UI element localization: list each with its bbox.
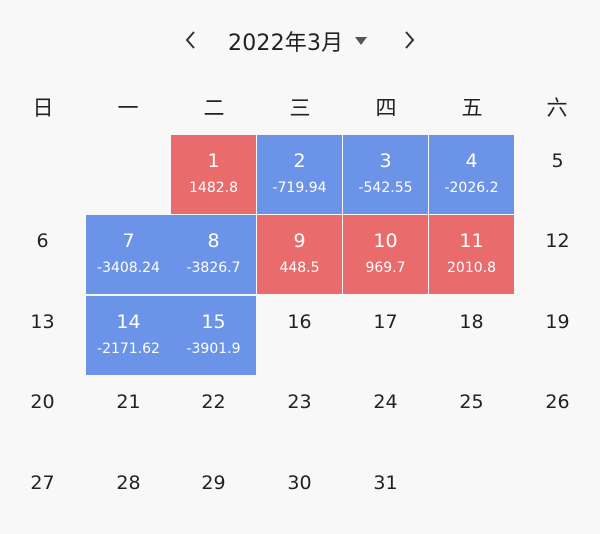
chevron-left-icon xyxy=(185,31,195,49)
day-amount: 2010.8 xyxy=(447,260,496,276)
weekday-wed: 三 xyxy=(289,96,311,120)
day-number: 16 xyxy=(287,311,312,333)
day-cell[interactable]: 13 xyxy=(0,296,85,375)
day-cell[interactable]: 16 xyxy=(257,296,342,375)
day-cell[interactable]: 19 xyxy=(515,296,600,375)
day-number: 17 xyxy=(373,311,398,333)
day-number: 31 xyxy=(373,472,398,494)
day-cell[interactable]: 6 xyxy=(0,215,85,294)
day-number: 8 xyxy=(207,230,220,252)
day-number: 19 xyxy=(545,311,570,333)
day-amount: -2171.62 xyxy=(97,341,160,357)
calendar-grid: 1 1482.8 2 -719.94 3 -542.55 4 -2026.2 5 6 7 -3408.… xyxy=(0,135,600,534)
day-number: 26 xyxy=(545,391,570,413)
day-number: 20 xyxy=(30,391,55,413)
day-number: 3 xyxy=(379,150,392,172)
day-cell[interactable]: 22 xyxy=(171,376,256,455)
day-cell[interactable]: 28 xyxy=(86,457,171,534)
day-cell[interactable]: 20 xyxy=(0,376,85,455)
day-amount: -719.94 xyxy=(272,180,327,196)
day-cell[interactable]: 9 448.5 xyxy=(257,215,342,294)
day-cell[interactable]: 26 xyxy=(515,376,600,455)
day-number: 5 xyxy=(551,150,564,172)
day-cell[interactable]: 12 xyxy=(515,215,600,294)
day-amount: -3408.24 xyxy=(97,260,160,276)
day-cell[interactable]: 27 xyxy=(0,457,85,534)
day-number: 13 xyxy=(30,311,55,333)
day-number: 12 xyxy=(545,230,570,252)
weekday-mon: 一 xyxy=(117,96,139,120)
day-cell[interactable]: 31 xyxy=(343,457,428,534)
day-cell[interactable]: 10 969.7 xyxy=(343,215,428,294)
weekday-header-row: 日 一 二 三 四 五 六 xyxy=(0,86,600,128)
day-number: 25 xyxy=(459,391,484,413)
day-cell[interactable]: 30 xyxy=(257,457,342,534)
day-cell[interactable]: 7 -3408.24 xyxy=(86,215,171,294)
day-amount: -542.55 xyxy=(358,180,413,196)
day-cell[interactable]: 23 xyxy=(257,376,342,455)
day-number: 27 xyxy=(30,472,55,494)
day-cell[interactable]: 29 xyxy=(171,457,256,534)
day-amount: 448.5 xyxy=(279,260,320,276)
month-title: 2022年3月 xyxy=(228,31,344,56)
weekday-tue: 二 xyxy=(203,96,225,120)
weekday-thu: 四 xyxy=(375,96,397,120)
day-number: 14 xyxy=(116,311,141,333)
month-picker[interactable]: 2022年3月 xyxy=(228,24,368,58)
weekday-sat: 六 xyxy=(546,96,568,120)
day-cell[interactable]: 18 xyxy=(429,296,514,375)
day-number: 29 xyxy=(201,472,226,494)
day-cell[interactable]: 8 -3826.7 xyxy=(171,215,256,294)
day-number: 18 xyxy=(459,311,484,333)
day-number: 1 xyxy=(207,150,220,172)
day-number: 23 xyxy=(287,391,312,413)
day-amount: 969.7 xyxy=(365,260,406,276)
day-number: 22 xyxy=(201,391,226,413)
day-amount: -2026.2 xyxy=(444,180,499,196)
day-number: 6 xyxy=(36,230,49,252)
day-cell[interactable]: 11 2010.8 xyxy=(429,215,514,294)
day-amount: 1482.8 xyxy=(189,180,238,196)
day-cell[interactable]: 5 xyxy=(515,135,600,214)
day-cell[interactable]: 2 -719.94 xyxy=(257,135,342,214)
day-number: 11 xyxy=(459,230,484,252)
caret-down-icon xyxy=(355,37,368,45)
chevron-right-icon xyxy=(405,31,415,49)
day-number: 24 xyxy=(373,391,398,413)
weekday-fri: 五 xyxy=(461,96,483,120)
day-number: 15 xyxy=(201,311,226,333)
day-cell[interactable]: 17 xyxy=(343,296,428,375)
day-amount: -3826.7 xyxy=(186,260,241,276)
day-cell[interactable]: 4 -2026.2 xyxy=(429,135,514,214)
day-number: 21 xyxy=(116,391,141,413)
day-number: 7 xyxy=(122,230,135,252)
day-cell[interactable]: 21 xyxy=(86,376,171,455)
day-number: 9 xyxy=(293,230,306,252)
day-cell[interactable]: 24 xyxy=(343,376,428,455)
next-month-button[interactable] xyxy=(395,22,423,58)
day-cell[interactable]: 14 -2171.62 xyxy=(86,296,171,375)
day-number: 2 xyxy=(293,150,306,172)
calendar-header: 2022年3月 xyxy=(0,0,600,80)
day-amount: -3901.9 xyxy=(186,341,241,357)
day-cell[interactable]: 25 xyxy=(429,376,514,455)
weekday-sun: 日 xyxy=(32,96,54,120)
day-cell[interactable]: 15 -3901.9 xyxy=(171,296,256,375)
day-number: 30 xyxy=(287,472,312,494)
day-cell[interactable]: 1 1482.8 xyxy=(171,135,256,214)
day-number: 10 xyxy=(373,230,398,252)
day-number: 28 xyxy=(116,472,141,494)
day-cell[interactable]: 3 -542.55 xyxy=(343,135,428,214)
day-number: 4 xyxy=(465,150,478,172)
prev-month-button[interactable] xyxy=(177,22,205,58)
